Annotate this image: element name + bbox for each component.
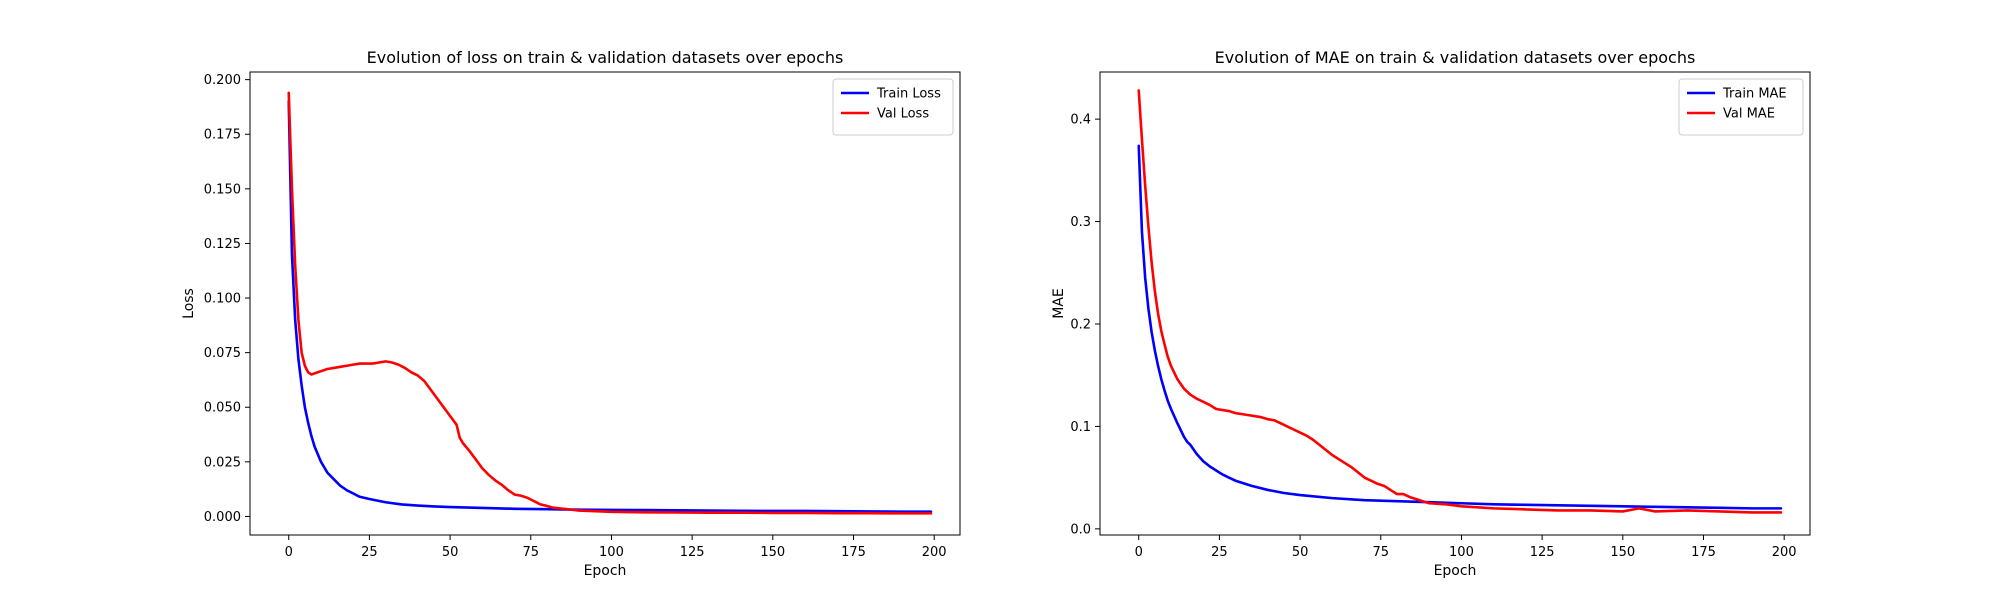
series-line-train-mae bbox=[1137, 144, 1783, 510]
y-tick-label: 0.150 bbox=[204, 182, 241, 197]
legend: Train MAE Val MAE bbox=[1678, 78, 1804, 136]
y-tick-label: 0.4 bbox=[1070, 113, 1091, 128]
x-tick-label: 25 bbox=[1211, 545, 1228, 560]
legend-label: Train MAE bbox=[1722, 87, 1787, 102]
x-tick-label: 150 bbox=[760, 545, 785, 560]
x-tick-label: 175 bbox=[1691, 545, 1716, 560]
x-tick-label: 75 bbox=[522, 545, 539, 560]
x-axis-label: Epoch bbox=[1434, 563, 1477, 579]
series-group bbox=[1137, 89, 1783, 514]
x-tick-label: 175 bbox=[841, 545, 866, 560]
x-tick-label: 0 bbox=[285, 545, 293, 560]
legend-label: Val Loss bbox=[877, 107, 929, 122]
x-tick-label: 50 bbox=[442, 545, 459, 560]
legend-label: Train Loss bbox=[876, 87, 941, 102]
legend: Train Loss Val Loss bbox=[832, 78, 954, 136]
x-tick-label: 100 bbox=[1449, 545, 1474, 560]
x-tick-label: 25 bbox=[361, 545, 378, 560]
x-tick-label: 200 bbox=[1772, 545, 1797, 560]
y-tick-label: 0.0 bbox=[1070, 522, 1091, 537]
y-tick-label: 0.3 bbox=[1070, 215, 1091, 230]
legend-label: Val MAE bbox=[1723, 107, 1775, 122]
chart-title: Evolution of loss on train & validation … bbox=[367, 48, 844, 67]
y-tick-label: 0.125 bbox=[204, 237, 241, 252]
x-tick-label: 200 bbox=[922, 545, 947, 560]
y-tick-label: 0.075 bbox=[204, 346, 241, 361]
x-tick-label: 100 bbox=[599, 545, 624, 560]
y-tick-label: 0.2 bbox=[1070, 317, 1091, 332]
chart-panel-2: Evolution of MAE on train & validation d… bbox=[1051, 48, 1811, 579]
series-line-train-loss bbox=[287, 100, 933, 513]
plot-area-frame bbox=[249, 71, 961, 536]
y-axis-label: Loss bbox=[181, 288, 197, 319]
x-tick-label: 75 bbox=[1372, 545, 1389, 560]
chart-title: Evolution of MAE on train & validation d… bbox=[1215, 48, 1696, 67]
y-tick-label: 0.100 bbox=[204, 292, 241, 307]
x-tick-label: 125 bbox=[680, 545, 705, 560]
y-tick-label: 0.050 bbox=[204, 401, 241, 416]
y-axis-label: MAE bbox=[1051, 288, 1067, 319]
y-tick-label: 0.000 bbox=[204, 510, 241, 525]
y-tick-label: 0.200 bbox=[204, 73, 241, 88]
x-tick-label: 50 bbox=[1292, 545, 1309, 560]
chart-panel-1: Evolution of loss on train & validation … bbox=[181, 48, 961, 579]
series-line-val-mae bbox=[1137, 89, 1783, 514]
x-tick-label: 0 bbox=[1135, 545, 1143, 560]
plot-area-frame bbox=[1099, 71, 1811, 536]
series-line-val-loss bbox=[287, 91, 933, 515]
y-tick-label: 0.175 bbox=[204, 128, 241, 143]
x-tick-label: 125 bbox=[1530, 545, 1555, 560]
y-tick-label: 0.1 bbox=[1070, 420, 1091, 435]
y-tick-label: 0.025 bbox=[204, 455, 241, 470]
x-axis-label: Epoch bbox=[584, 563, 627, 579]
series-group bbox=[287, 91, 933, 515]
x-tick-label: 150 bbox=[1610, 545, 1635, 560]
